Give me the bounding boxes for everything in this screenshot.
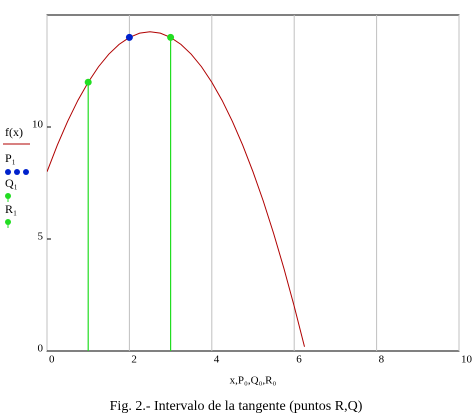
- point: [84, 78, 92, 86]
- caption: Fig. 2.- Intervalo de la tangente (punto…: [110, 399, 363, 414]
- plot-frame: [46, 14, 460, 352]
- legend-label: Q₁: [5, 176, 18, 190]
- legend-swatch: [5, 193, 11, 199]
- legend-swatch: [5, 169, 11, 175]
- curve: [47, 31, 305, 347]
- x-tick-label: 2: [131, 354, 137, 366]
- legend-swatch: [5, 219, 11, 225]
- y-tick-label: 5: [38, 231, 44, 243]
- legend-swatch: [23, 169, 29, 175]
- point: [125, 33, 133, 41]
- legend-label: f(x): [5, 125, 23, 139]
- x-tick-label: 10: [461, 354, 472, 366]
- x-tick-label: 0: [49, 354, 55, 366]
- x-tick-label: 4: [214, 354, 220, 366]
- legend-label: R₁: [5, 202, 17, 216]
- legend-swatch: [14, 169, 20, 175]
- y-tick-label: 0: [38, 343, 44, 355]
- x-axis-label: x,P₀,Q₀,R₀: [230, 375, 277, 387]
- y-tick-label: 10: [32, 119, 44, 131]
- legend-label: P₁: [5, 151, 16, 165]
- x-tick-label: 8: [379, 354, 385, 366]
- x-tick-label: 6: [296, 354, 302, 366]
- point: [167, 33, 175, 41]
